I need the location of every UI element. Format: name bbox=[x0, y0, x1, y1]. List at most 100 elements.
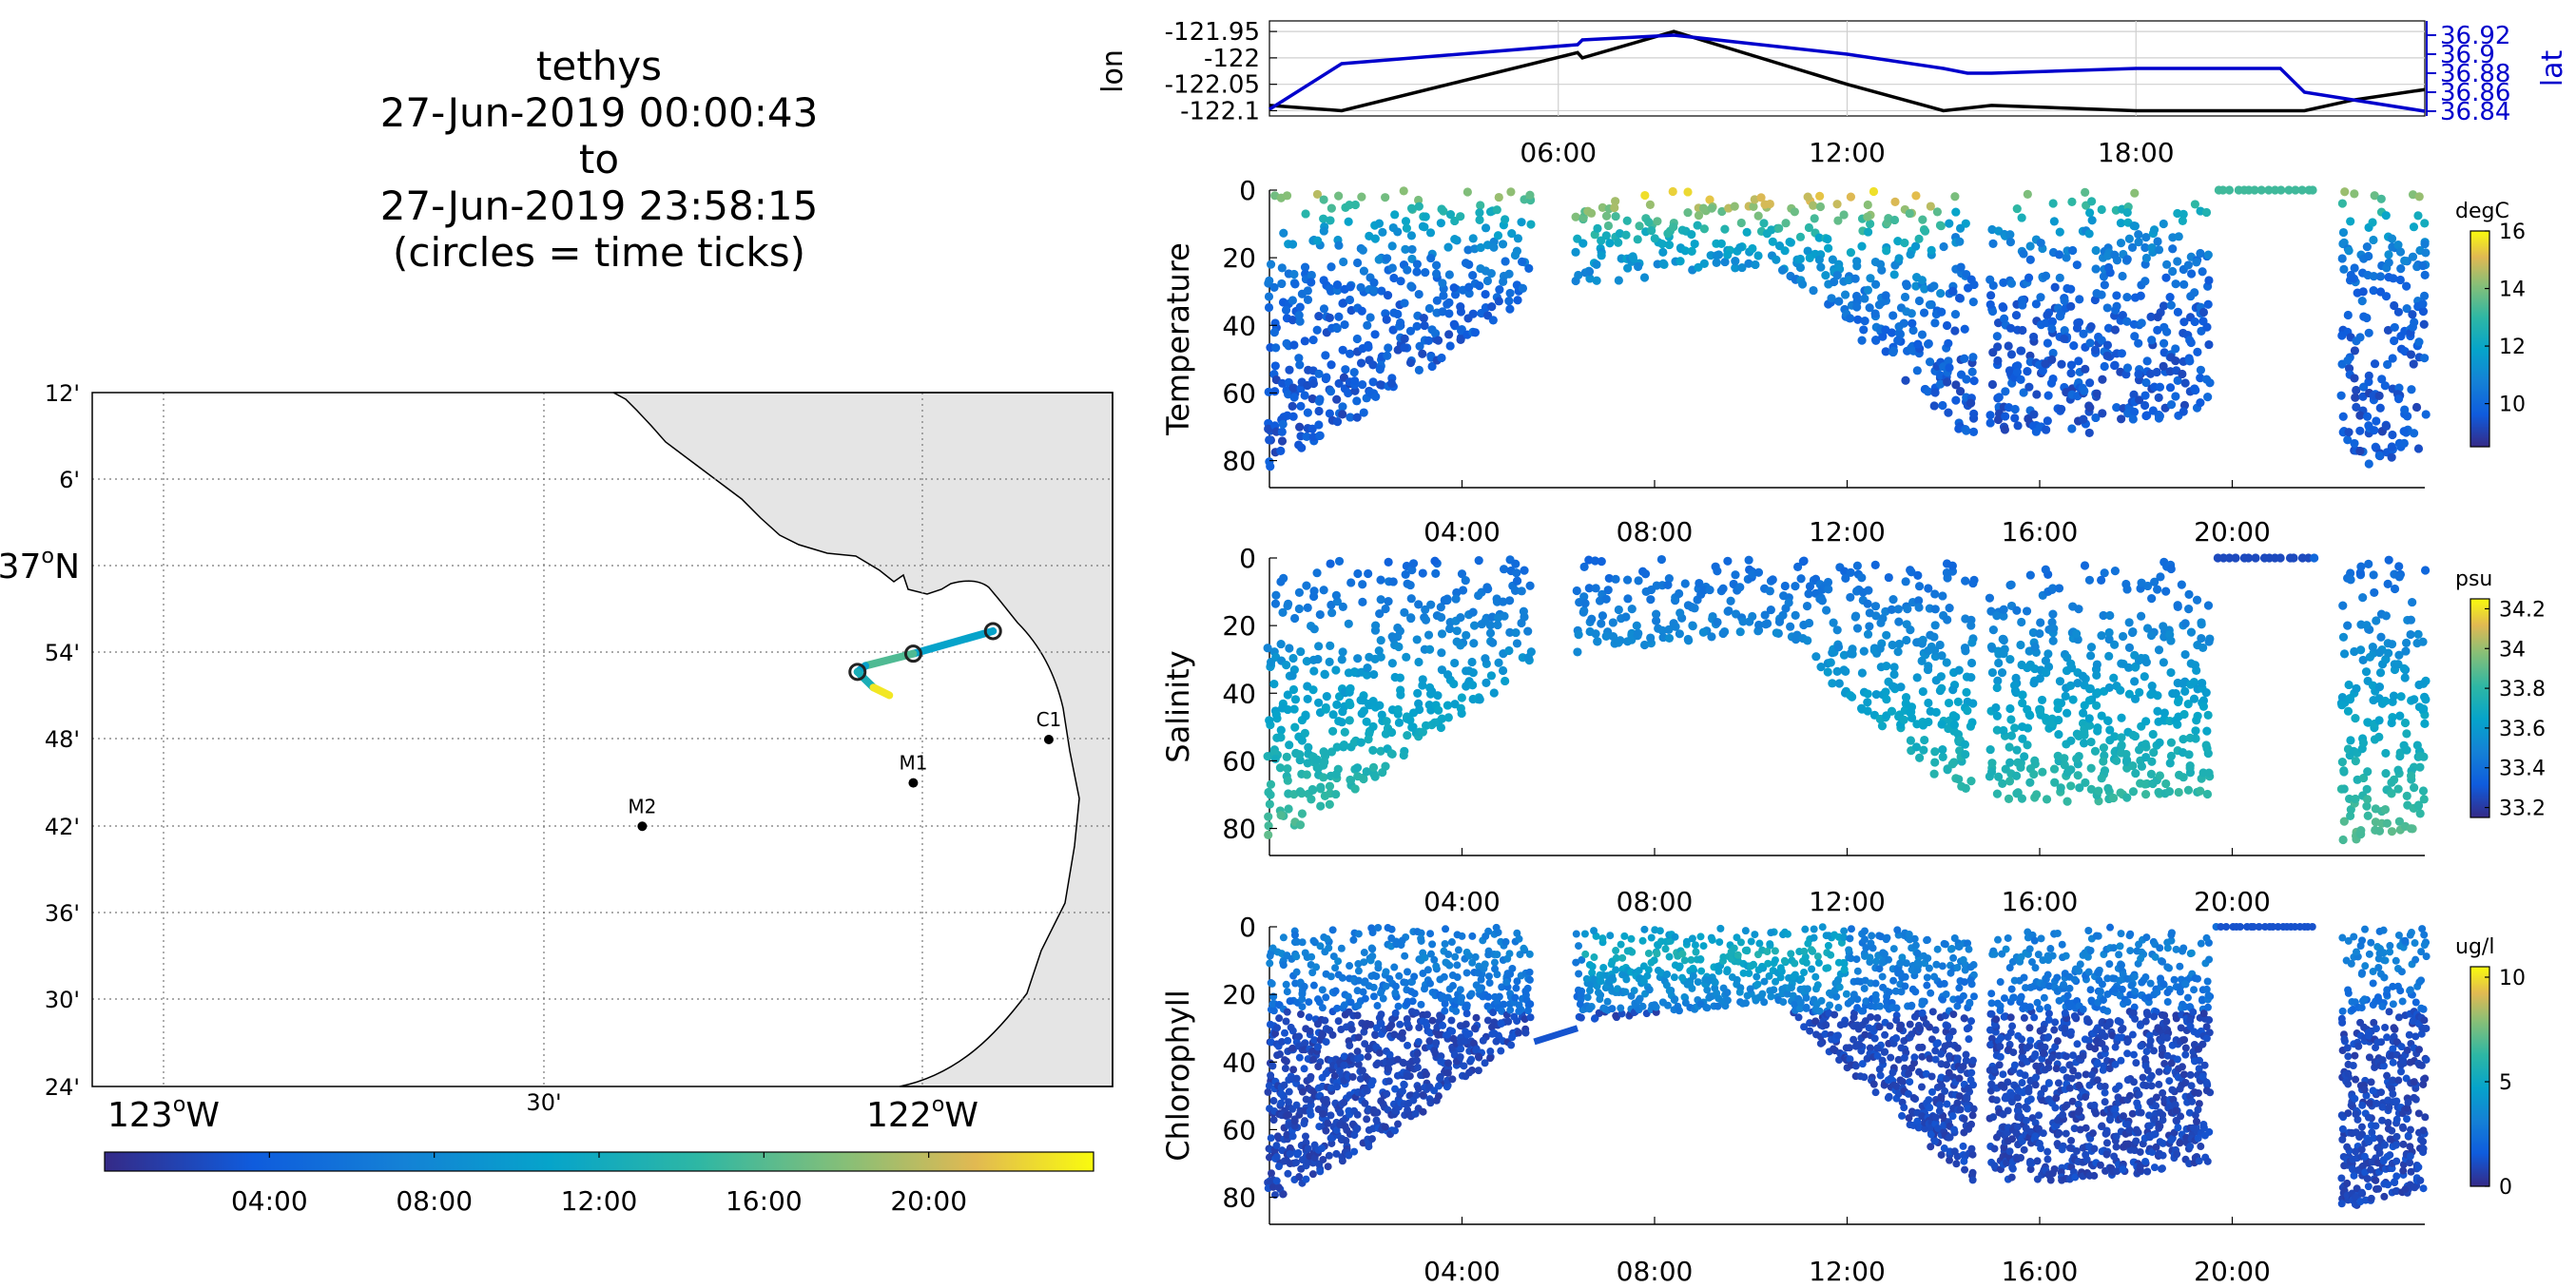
data-point bbox=[1517, 586, 1526, 596]
data-point bbox=[1822, 1021, 1830, 1029]
data-point bbox=[2060, 334, 2069, 344]
data-point bbox=[2010, 404, 2020, 414]
data-point bbox=[1526, 1000, 1535, 1009]
data-point bbox=[2364, 371, 2373, 380]
data-point bbox=[1444, 330, 1454, 339]
data-point bbox=[1501, 215, 1510, 224]
data-point bbox=[1368, 696, 1378, 706]
data-point bbox=[1850, 1013, 1858, 1022]
data-point bbox=[2140, 391, 2150, 400]
data-point bbox=[1421, 212, 1430, 221]
data-point bbox=[2414, 192, 2424, 202]
data-point bbox=[1376, 746, 1385, 756]
data-point bbox=[1901, 375, 1910, 385]
data-point bbox=[1925, 357, 1935, 367]
data-point bbox=[2289, 553, 2298, 563]
data-point bbox=[1840, 290, 1850, 299]
data-point bbox=[1501, 937, 1510, 946]
data-point bbox=[1618, 953, 1627, 962]
data-point bbox=[2146, 690, 2156, 700]
data-point bbox=[1573, 647, 1582, 657]
data-point bbox=[1492, 1037, 1501, 1046]
data-point bbox=[1893, 336, 1903, 345]
data-point bbox=[1772, 255, 1781, 264]
data-point bbox=[1356, 738, 1365, 747]
data-point bbox=[2069, 341, 2079, 351]
data-point bbox=[1717, 206, 1727, 217]
data-point bbox=[1611, 197, 1620, 206]
data-point bbox=[1731, 570, 1740, 580]
data-point bbox=[1295, 1173, 1304, 1182]
data-point bbox=[1753, 980, 1762, 989]
data-point bbox=[1437, 612, 1446, 623]
data-point bbox=[1316, 801, 1326, 811]
data-point bbox=[1628, 252, 1637, 261]
data-point bbox=[1398, 1086, 1406, 1095]
data-point bbox=[1744, 555, 1753, 565]
data-point bbox=[2030, 756, 2040, 765]
data-point bbox=[1375, 364, 1385, 375]
data-point bbox=[1962, 375, 1971, 384]
data-point bbox=[2013, 421, 2023, 431]
data-point bbox=[2012, 606, 2022, 615]
data-point bbox=[1283, 601, 1292, 610]
data-point bbox=[2049, 624, 2059, 633]
data-point bbox=[2109, 673, 2119, 682]
data-point bbox=[2418, 260, 2428, 271]
data-point bbox=[1368, 929, 1377, 937]
data-point bbox=[1736, 938, 1745, 947]
data-point bbox=[1763, 948, 1772, 956]
data-point bbox=[2140, 277, 2150, 286]
data-point bbox=[1401, 952, 1409, 960]
data-point bbox=[1669, 222, 1678, 232]
data-point bbox=[2190, 200, 2200, 209]
data-point bbox=[1283, 988, 1291, 996]
data-point bbox=[1900, 292, 1910, 302]
data-point bbox=[1608, 631, 1618, 642]
data-point bbox=[1804, 618, 1814, 628]
data-point bbox=[2369, 235, 2378, 245]
data-point bbox=[1994, 658, 2004, 668]
data-point bbox=[1364, 568, 1373, 579]
data-point bbox=[1949, 1010, 1958, 1019]
data-point bbox=[1863, 698, 1872, 707]
data-point bbox=[2018, 300, 2027, 310]
data-point bbox=[1301, 1132, 1309, 1141]
data-point bbox=[1277, 1099, 1286, 1107]
data-point bbox=[1269, 282, 1279, 292]
data-point bbox=[1826, 658, 1835, 667]
data-point bbox=[1289, 340, 1299, 350]
data-point bbox=[1665, 987, 1674, 995]
data-point bbox=[2135, 395, 2144, 405]
data-point bbox=[1855, 1041, 1864, 1049]
data-point bbox=[1960, 354, 1969, 363]
data-point bbox=[2000, 314, 2009, 323]
data-point bbox=[1276, 577, 1286, 586]
data-point bbox=[2137, 761, 2147, 771]
data-point bbox=[2084, 575, 2095, 585]
data-point bbox=[2110, 360, 2120, 371]
data-point bbox=[1353, 1011, 1362, 1020]
data-point bbox=[1893, 236, 1903, 246]
data-point bbox=[1300, 1120, 1308, 1128]
data-point bbox=[2406, 615, 2416, 625]
data-point bbox=[1426, 600, 1436, 609]
data-point bbox=[1501, 257, 1510, 266]
data-point bbox=[1445, 210, 1456, 220]
data-point bbox=[2025, 711, 2035, 721]
data-point bbox=[1298, 1003, 1307, 1011]
data-point bbox=[1923, 936, 1931, 945]
data-point bbox=[2390, 300, 2399, 311]
data-point bbox=[1403, 1072, 1411, 1081]
data-point bbox=[1753, 251, 1763, 260]
data-point bbox=[2129, 407, 2140, 416]
data-point bbox=[1944, 698, 1954, 708]
data-point bbox=[1396, 1020, 1404, 1028]
data-point bbox=[1307, 394, 1317, 404]
data-point bbox=[1288, 240, 1298, 249]
data-point bbox=[1715, 938, 1724, 947]
data-point bbox=[1821, 271, 1830, 280]
data-point bbox=[2179, 279, 2189, 289]
data-point bbox=[1810, 925, 1818, 933]
